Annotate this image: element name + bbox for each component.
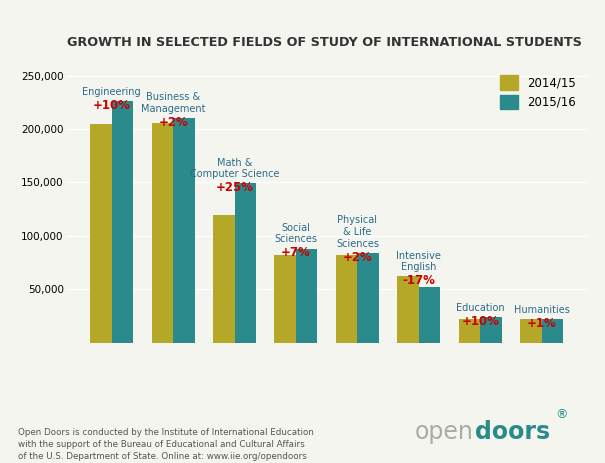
Bar [397, 276, 419, 343]
Text: +7%: +7% [281, 246, 311, 259]
Legend: 2014/15, 2015/16: 2014/15, 2015/16 [495, 71, 581, 114]
Bar [358, 253, 379, 343]
Text: +25%: +25% [215, 181, 253, 194]
Bar [419, 287, 440, 343]
Text: +1%: +1% [527, 317, 557, 330]
Bar [541, 319, 563, 343]
Text: Physical
& Life
Sciences: Physical & Life Sciences [336, 215, 379, 249]
Text: +2%: +2% [159, 116, 188, 129]
Bar [235, 183, 256, 343]
Bar [275, 255, 296, 343]
Text: Math &
Computer Science: Math & Computer Science [190, 157, 280, 179]
Text: Social
Sciences: Social Sciences [275, 223, 318, 244]
Bar [90, 124, 112, 343]
Bar [336, 255, 358, 343]
Bar [459, 319, 480, 343]
Text: Engineering: Engineering [82, 87, 141, 97]
Text: +10%: +10% [462, 315, 499, 328]
Text: doors: doors [475, 420, 550, 444]
Bar [173, 118, 195, 343]
Bar [480, 317, 502, 343]
Text: +2%: +2% [342, 251, 372, 264]
Text: +10%: +10% [93, 99, 131, 112]
Text: Humanities: Humanities [514, 305, 570, 315]
Bar [296, 249, 318, 343]
Text: Open Doors is conducted by the Institute of International Education
with the sup: Open Doors is conducted by the Institute… [18, 428, 314, 461]
Text: Business &
Management: Business & Management [141, 93, 205, 114]
Bar [213, 215, 235, 343]
Bar [152, 123, 173, 343]
Text: open: open [414, 420, 473, 444]
Text: -17%: -17% [402, 274, 435, 287]
Text: Intensive
English: Intensive English [396, 250, 441, 272]
Text: GROWTH IN SELECTED FIELDS OF STUDY OF INTERNATIONAL STUDENTS: GROWTH IN SELECTED FIELDS OF STUDY OF IN… [67, 36, 581, 49]
Text: ®: ® [555, 408, 567, 421]
Text: Education: Education [456, 303, 505, 313]
Bar [112, 101, 133, 343]
Bar [520, 319, 541, 343]
